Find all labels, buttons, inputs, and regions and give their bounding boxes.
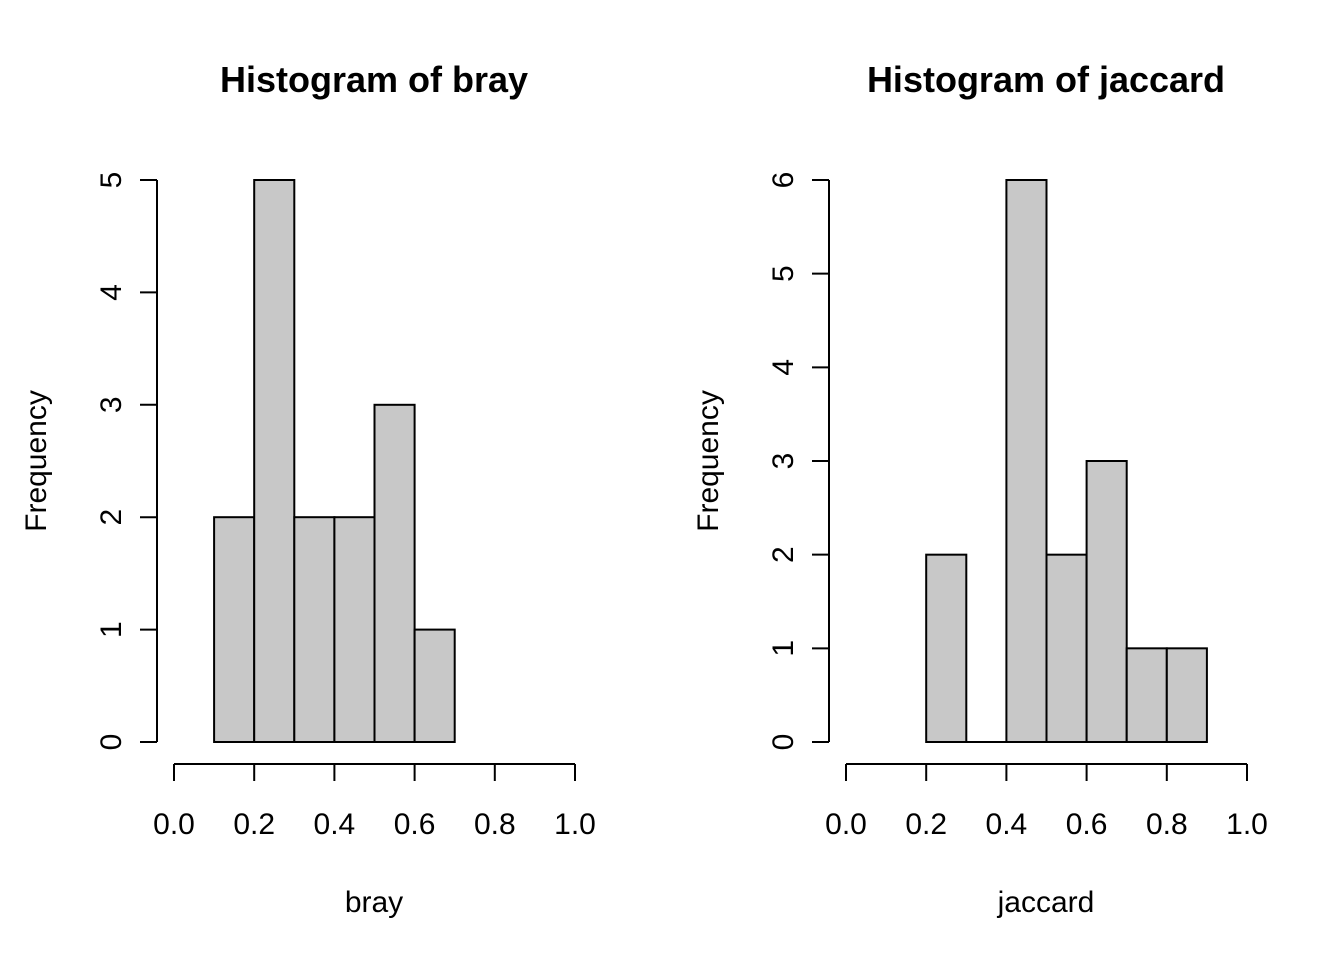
x-tick-label: 0.6 [1066,808,1108,841]
chart-title: Histogram of jaccard [867,59,1225,100]
y-tick-label: 1 [767,640,800,657]
histogram-bar [293,516,336,744]
x-tick-label: 0.4 [986,808,1028,841]
y-tick-label: 5 [767,265,800,282]
histogram-bar [333,516,376,744]
y-tick-label: 0 [95,734,128,751]
x-tick-label: 0.8 [1146,808,1188,841]
y-tick-label: 3 [95,396,128,413]
histogram-bar [925,553,968,744]
chart-title: Histogram of bray [220,59,528,100]
histogram-bar [253,179,296,743]
x-tick-label: 0.8 [474,808,516,841]
histogram-bar [1125,647,1168,743]
y-tick-label: 4 [95,284,128,301]
x-axis: 0.0 0.2 0.4 0.6 0.8 1.0 [825,763,1268,841]
x-tick-label: 0.6 [394,808,436,841]
panel-jaccard: Histogram of jaccard jaccard Frequency 0… [692,59,1268,919]
x-tick-label: 0.0 [825,808,867,841]
y-axis: 0 1 2 3 4 5 [95,172,158,751]
y-axis-label: Frequency [692,390,725,532]
x-tick-label: 0.2 [233,808,275,841]
y-tick-label: 2 [767,546,800,563]
histogram-bar [1165,647,1208,743]
x-tick-label: 0.2 [905,808,947,841]
y-tick-label: 4 [767,359,800,376]
y-tick-label: 3 [767,453,800,470]
histogram-bar [413,628,456,743]
bars [213,179,456,744]
x-tick-label: 0.4 [314,808,356,841]
x-tick-label: 1.0 [1226,808,1268,841]
histogram-bar [1085,460,1128,743]
histogram-bar [1005,179,1048,743]
x-tick-label: 1.0 [554,808,596,841]
x-axis: 0.0 0.2 0.4 0.6 0.8 1.0 [153,763,596,841]
y-tick-label: 5 [95,172,128,189]
y-axis: 0 1 2 3 4 5 6 [767,172,830,751]
y-axis-label: Frequency [20,390,53,532]
y-tick-label: 6 [767,172,800,189]
y-tick-label: 0 [767,734,800,751]
y-tick-label: 1 [95,621,128,638]
panel-bray: Histogram of bray bray Frequency 0.0 0.2 0… [20,59,596,919]
bars [925,179,1208,744]
histogram-bar [1045,553,1088,744]
x-axis-label: bray [345,886,403,919]
x-axis-label: jaccard [997,886,1095,919]
x-tick-label: 0.0 [153,808,195,841]
histogram-bar [373,403,416,743]
histogram-bar [213,516,256,744]
y-tick-label: 2 [95,509,128,526]
